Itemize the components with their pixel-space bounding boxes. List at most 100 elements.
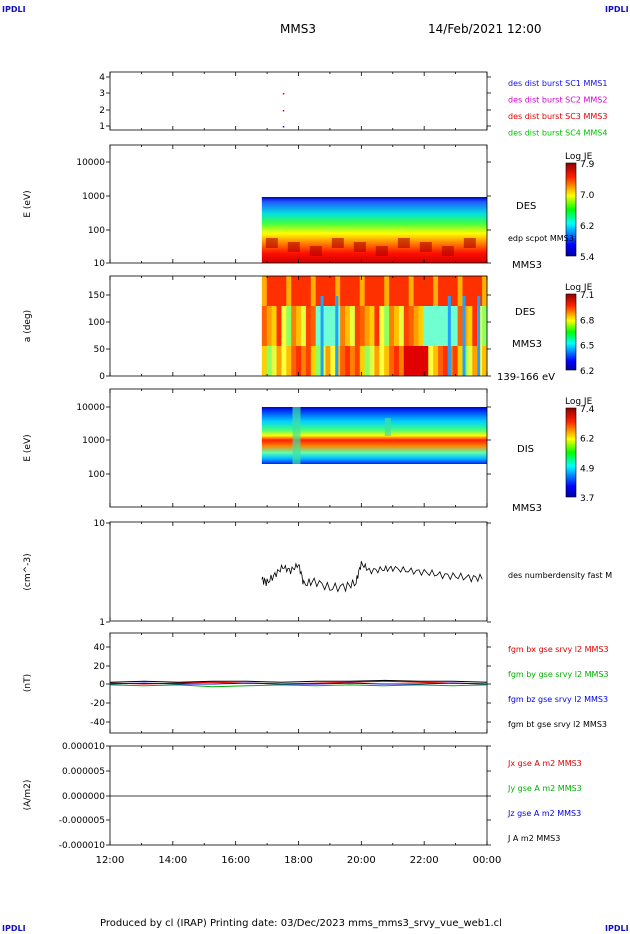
panel-right-label: 139-166 eV [497, 372, 555, 383]
pitch-cell [271, 306, 278, 346]
pitch-cell [359, 306, 366, 346]
y-tick-label: 0 [99, 372, 105, 382]
y-tick-label: -0.000005 [59, 816, 105, 826]
pitch-cell [315, 276, 322, 306]
pitch-cell [369, 276, 375, 306]
legend-entry: des dist burst SC1 MMS1 [508, 79, 607, 88]
panel-frame [109, 71, 488, 131]
pitch-cell [349, 276, 356, 306]
pitch-cell [433, 276, 439, 306]
pitch-cell [438, 276, 444, 306]
pitch-cell [408, 276, 415, 306]
pitch-cell [330, 306, 336, 346]
pitch-cell [335, 296, 339, 376]
y-axis-label: (nT) [23, 674, 33, 692]
pitch-cell [403, 306, 410, 346]
pitch-cell [442, 346, 449, 376]
panel-frame [109, 521, 488, 622]
y-tick-label: 1000 [82, 192, 105, 202]
pitch-cell [403, 276, 410, 306]
y-tick-label: 3 [99, 89, 105, 99]
y-tick-label: 1 [99, 122, 105, 132]
legend-entry: J A m2 MMS3 [507, 834, 560, 843]
y-tick-label: -20 [90, 699, 105, 709]
pitch-cell [428, 276, 434, 306]
pitch-cell [345, 306, 351, 346]
pitch-cell [394, 346, 400, 376]
corner-label: IPDLI [2, 5, 26, 14]
colorbar-tick-label: 7.4 [580, 405, 595, 415]
pitch-cell [286, 346, 292, 376]
pitch-cell [281, 306, 287, 346]
y-tick-label: 40 [94, 643, 106, 653]
corner-label: IPDLI [605, 924, 629, 933]
plot-datetime: 14/Feb/2021 12:00 [428, 22, 542, 36]
pitch-cell [384, 276, 390, 306]
pitch-cell [286, 276, 292, 306]
pitch-cell [457, 276, 464, 306]
pitch-cell [340, 306, 346, 346]
panel-right-label: edp scpot MMS3 [508, 234, 574, 243]
pitch-cell [296, 346, 302, 376]
pitch-cell [364, 276, 371, 306]
footer-text: Produced by cl (IRAP) Printing date: 03/… [100, 918, 502, 929]
pitch-cell [271, 276, 278, 306]
pitch-cell [398, 276, 405, 306]
pitch-cell [330, 346, 336, 376]
y-tick-label: 1000 [82, 436, 105, 446]
pitch-cell [379, 276, 385, 306]
des-energy-patch [441, 246, 454, 256]
panel-right-label: MMS3 [512, 503, 542, 514]
pitch-cell [452, 346, 459, 376]
pitch-cell [433, 306, 439, 346]
pitch-cell [374, 306, 380, 346]
y-tick-label: 10 [94, 259, 106, 269]
y-axis-label: (A/m2) [23, 780, 33, 811]
y-tick-label: 100 [88, 226, 105, 236]
des-energy-patch [397, 238, 410, 248]
pitch-cell [477, 296, 481, 376]
panel-right-label: DES [515, 307, 535, 318]
pitch-cell [359, 346, 366, 376]
y-tick-label: 1 [99, 618, 105, 628]
pitch-cell [291, 346, 297, 376]
colorbar-title: Log JE [565, 397, 593, 407]
pitch-cell [325, 346, 331, 376]
pitch-cell [389, 306, 395, 346]
colorbar [565, 162, 577, 257]
pitch-cell [374, 276, 380, 306]
pitch-cell [413, 306, 419, 346]
fgm-line-by [109, 684, 488, 688]
legend-entry: Jz gse A m2 MMS3 [507, 809, 581, 818]
pitch-cell [423, 276, 429, 306]
pitch-cell [433, 346, 439, 376]
y-axis-label: (cm^-3) [23, 553, 33, 590]
pitch-cell [315, 306, 322, 346]
dis-energy-patch [384, 418, 391, 436]
pitch-cell [423, 346, 429, 376]
pitch-cell [394, 276, 400, 306]
pitch-cell [320, 276, 326, 306]
pitch-cell [408, 306, 415, 346]
colorbar-tick-label: 6.2 [580, 222, 594, 232]
y-tick-label: 10 [94, 519, 106, 529]
pitch-cell [389, 346, 395, 376]
pitch-cell [325, 276, 331, 306]
y-tick-label: 150 [88, 291, 105, 301]
pitch-cell [482, 276, 488, 306]
pitch-cell [413, 346, 419, 376]
y-tick-label: 100 [88, 470, 105, 480]
pitch-cell [261, 276, 268, 306]
pitch-cell [442, 276, 449, 306]
pitch-cell [354, 306, 361, 346]
colorbar-title: Log JE [565, 152, 593, 162]
pitch-cell [276, 346, 282, 376]
plot-title: MMS3 [280, 22, 316, 36]
pitch-cell [423, 306, 429, 346]
fgm-line-bt [109, 679, 488, 683]
corner-label: IPDLI [2, 924, 26, 933]
pitch-cell [418, 346, 424, 376]
y-tick-label: 50 [94, 345, 106, 355]
pitch-cell [452, 276, 459, 306]
pitch-cell [330, 276, 336, 306]
